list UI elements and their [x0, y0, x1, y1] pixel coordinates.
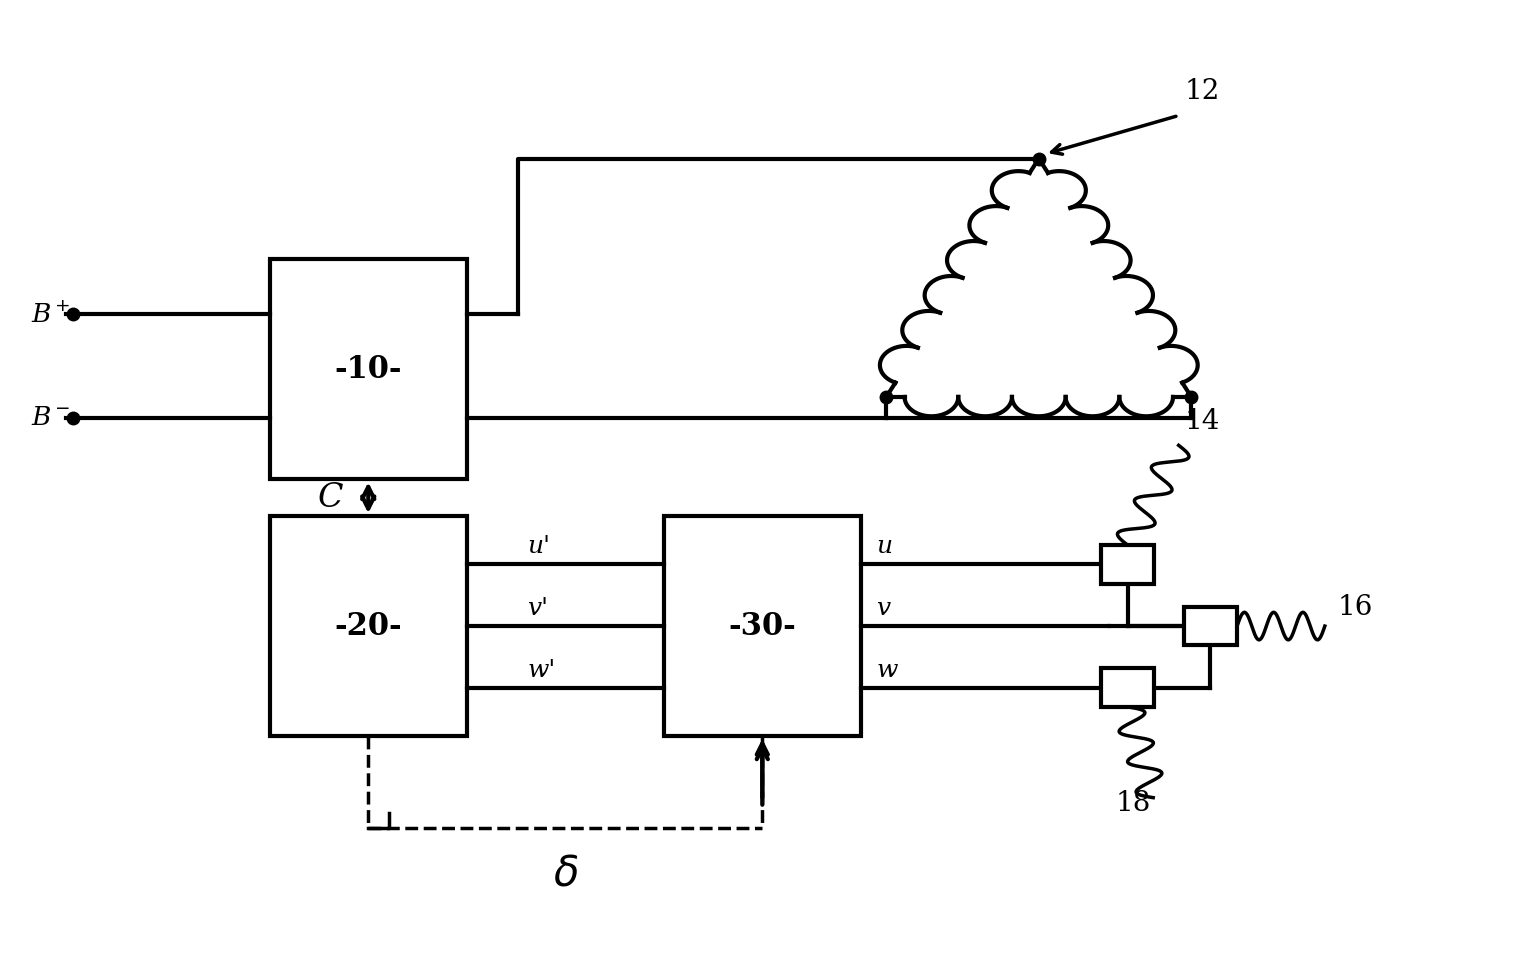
Text: C: C [317, 482, 343, 514]
Text: v': v' [527, 597, 548, 620]
Text: $\delta$: $\delta$ [553, 853, 579, 894]
Text: 12: 12 [1185, 78, 1220, 105]
Text: 18: 18 [1115, 791, 1150, 817]
Bar [1101, 669, 1154, 707]
Text: -10-: -10- [334, 354, 403, 385]
Text: u: u [876, 535, 893, 559]
Text: B$^-$: B$^-$ [31, 406, 70, 431]
Bar [269, 259, 467, 479]
Text: -20-: -20- [334, 611, 403, 642]
Text: 14: 14 [1185, 408, 1220, 435]
Text: B$^+$: B$^+$ [31, 301, 70, 327]
Text: -30-: -30- [729, 611, 796, 642]
Text: w: w [876, 658, 897, 681]
Bar [1101, 545, 1154, 584]
Text: 16: 16 [1338, 594, 1373, 621]
Text: u': u' [527, 535, 550, 559]
Text: v: v [876, 597, 890, 620]
Text: w': w' [527, 658, 556, 681]
Bar [269, 516, 467, 736]
Bar [664, 516, 860, 736]
Bar [1183, 607, 1237, 646]
